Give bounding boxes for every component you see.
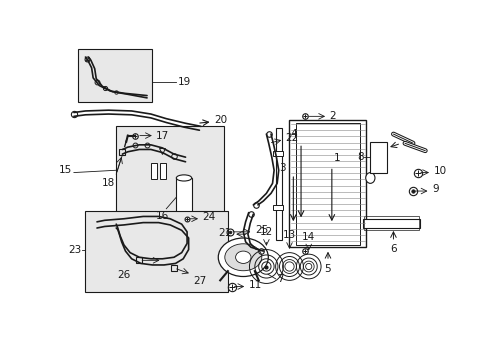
Ellipse shape	[224, 244, 261, 271]
Text: 11: 11	[248, 280, 262, 290]
Bar	[116, 126, 224, 226]
Text: 13: 13	[282, 230, 296, 240]
Bar	[272, 205, 283, 210]
Bar	[160, 163, 166, 180]
Text: 26: 26	[117, 270, 130, 280]
Text: 15: 15	[58, 165, 71, 175]
Text: 20: 20	[214, 115, 227, 125]
Ellipse shape	[365, 172, 374, 183]
Ellipse shape	[176, 175, 191, 181]
Text: 14: 14	[302, 232, 315, 242]
Text: 3: 3	[279, 163, 285, 172]
Bar	[275, 128, 281, 239]
Text: 2: 2	[329, 111, 335, 121]
Text: 10: 10	[432, 166, 446, 176]
Text: 1: 1	[333, 153, 340, 163]
Bar	[151, 163, 157, 180]
Text: 12: 12	[259, 227, 272, 237]
Text: 25: 25	[254, 225, 267, 235]
Bar	[272, 151, 283, 156]
Text: 17: 17	[156, 131, 169, 141]
Bar	[85, 211, 227, 292]
Text: 23: 23	[68, 244, 81, 255]
Text: 27: 27	[193, 276, 206, 286]
Text: 18: 18	[102, 178, 115, 188]
Ellipse shape	[218, 238, 268, 276]
Bar	[176, 178, 191, 215]
Text: 5: 5	[324, 264, 331, 274]
Text: 4: 4	[289, 130, 296, 139]
Text: 6: 6	[389, 244, 396, 254]
Bar	[295, 122, 360, 245]
Text: 22: 22	[285, 133, 298, 143]
Text: 9: 9	[431, 184, 438, 194]
Text: 24: 24	[202, 212, 215, 222]
Text: 7: 7	[277, 274, 283, 284]
Text: 16: 16	[156, 211, 169, 221]
Bar	[364, 216, 418, 230]
Ellipse shape	[176, 212, 191, 218]
Bar	[289, 120, 366, 247]
Bar	[78, 49, 151, 102]
Bar	[369, 142, 386, 172]
Bar	[362, 219, 420, 228]
Text: 8: 8	[357, 152, 364, 162]
Text: 21: 21	[218, 228, 231, 238]
Text: 19: 19	[178, 77, 191, 87]
Ellipse shape	[235, 251, 250, 264]
